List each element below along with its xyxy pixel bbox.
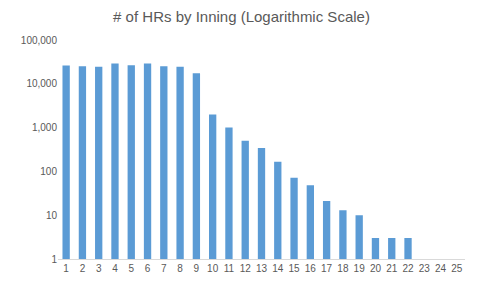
svg-text:11: 11	[224, 263, 235, 274]
svg-text:10: 10	[46, 210, 58, 221]
svg-text:7: 7	[161, 263, 167, 274]
svg-text:12: 12	[240, 263, 252, 274]
svg-text:18: 18	[337, 263, 349, 274]
svg-text:16: 16	[305, 263, 317, 274]
svg-text:1,000: 1,000	[32, 122, 57, 133]
svg-text:4: 4	[112, 263, 118, 274]
svg-text:13: 13	[256, 263, 268, 274]
svg-text:14: 14	[272, 263, 284, 274]
svg-text:# of HRs by Inning (Logarithmi: # of HRs by Inning (Logarithmic Scale)	[113, 8, 370, 25]
svg-text:1: 1	[63, 263, 69, 274]
svg-text:1: 1	[51, 254, 57, 265]
svg-text:25: 25	[451, 263, 463, 274]
svg-text:24: 24	[435, 263, 447, 274]
svg-text:22: 22	[402, 263, 414, 274]
svg-text:17: 17	[321, 263, 333, 274]
svg-text:100,000: 100,000	[21, 35, 58, 46]
svg-text:19: 19	[354, 263, 366, 274]
svg-text:10: 10	[207, 263, 219, 274]
svg-text:20: 20	[370, 263, 382, 274]
svg-text:6: 6	[145, 263, 151, 274]
svg-text:9: 9	[194, 263, 200, 274]
svg-text:2: 2	[80, 263, 86, 274]
svg-text:5: 5	[128, 263, 134, 274]
svg-text:23: 23	[419, 263, 431, 274]
svg-text:3: 3	[96, 263, 102, 274]
svg-text:8: 8	[177, 263, 183, 274]
svg-text:21: 21	[386, 263, 398, 274]
svg-text:10,000: 10,000	[26, 78, 57, 89]
svg-text:100: 100	[40, 166, 57, 177]
svg-text:15: 15	[288, 263, 300, 274]
